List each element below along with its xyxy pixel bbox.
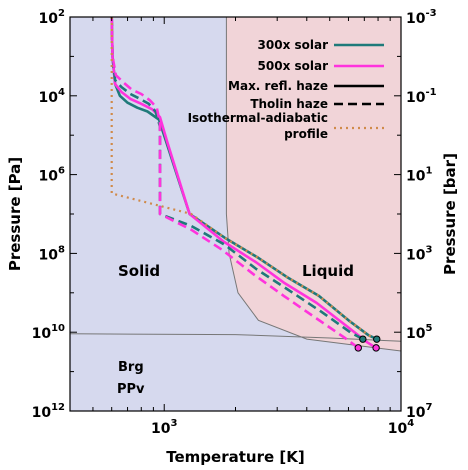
y-axis-left-title: Pressure [Pa]	[6, 157, 24, 271]
endpoint-marker-1	[372, 344, 380, 352]
endpoint-marker-2	[359, 335, 367, 343]
y-tick-label-right: 105	[406, 323, 432, 342]
x-axis-title: Temperature [K]	[166, 448, 304, 466]
brg-label: Brg	[118, 360, 144, 375]
axis-ticks	[69, 16, 402, 412]
liquid-region	[226, 17, 401, 351]
series-line-4	[110, 17, 378, 341]
series-line-1	[110, 16, 377, 350]
x-tick-label: 103	[151, 418, 177, 437]
legend-label-3: Tholin haze	[250, 97, 328, 111]
y-tick-label-right: 10-3	[406, 8, 437, 27]
endpoint-marker-3	[354, 344, 362, 352]
phase-regions	[70, 17, 401, 411]
y-tick-label-right: 107	[406, 402, 432, 421]
endpoint-markers	[354, 335, 381, 352]
chart-legend: 300x solar 500x solar Max. refl. haze Tholi…	[188, 38, 384, 141]
y-tick-label-left: 1010	[32, 323, 65, 342]
legend-label-0: 300x solar	[258, 38, 329, 52]
liquid-region-label: Liquid	[302, 262, 354, 280]
solid-region-label: Solid	[118, 262, 160, 280]
ppv-label: PPv	[117, 382, 145, 397]
legend-label-4: Isothermal-adiabatic profile	[188, 111, 328, 141]
y-tick-label-left: 106	[39, 166, 65, 185]
profile-series	[110, 16, 378, 350]
y-axis-right-title: Pressure [bar]	[441, 153, 459, 275]
y-tick-label-left: 108	[39, 244, 65, 263]
melting-curve	[225, 17, 402, 352]
y-tick-label-right: 10-1	[406, 87, 437, 106]
y-tick-label-right: 103	[406, 244, 432, 263]
endpoint-marker-0	[373, 335, 381, 343]
tick-labels: 102 104 106 108 1010 1012 10-3 10-1 101 103 105 107…	[32, 8, 437, 437]
y-tick-label-right: 101	[406, 166, 432, 185]
legend-label-2: Max. refl. haze	[228, 79, 328, 93]
legend-label-1: 500x solar	[258, 59, 329, 73]
y-tick-label-left: 102	[39, 8, 65, 27]
x-tick-label: 104	[388, 418, 414, 437]
y-tick-label-left: 104	[39, 87, 65, 106]
y-tick-label-left: 1012	[32, 402, 65, 421]
